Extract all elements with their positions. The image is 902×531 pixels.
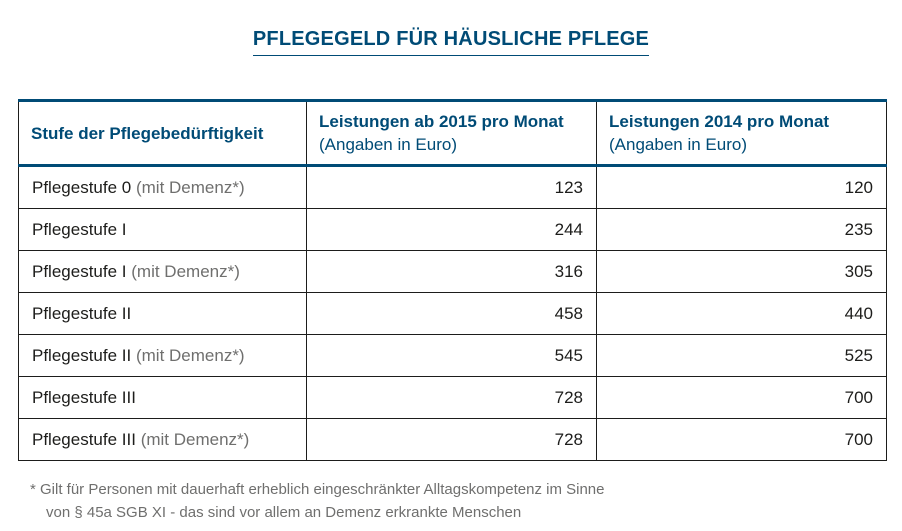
level-cell: Pflegestufe II (mit Demenz*) <box>18 334 307 377</box>
table-body: Pflegestufe 0 (mit Demenz*) 123 120 Pfle… <box>18 165 887 461</box>
value-2015: 728 <box>306 376 597 419</box>
value-2014: 305 <box>596 250 887 293</box>
level-cell: Pflegestufe I (mit Demenz*) <box>18 250 307 293</box>
table-row: Pflegestufe I (mit Demenz*) 316 305 <box>18 250 887 293</box>
value-2015: 545 <box>306 334 597 377</box>
value-2015: 458 <box>306 292 597 335</box>
header-2015: Leistungen ab 2015 pro Monat (Angaben in… <box>306 100 597 166</box>
chart-title: PFLEGEGELD FÜR HÄUSLICHE PFLEGE <box>252 28 650 56</box>
level-name: Pflegestufe III <box>32 387 136 407</box>
header-2015-unit: (Angaben in Euro) <box>319 135 457 154</box>
chart-title-wrapper: PFLEGEGELD FÜR HÄUSLICHE PFLEGE <box>0 28 902 56</box>
table-row: Pflegestufe I 244 235 <box>18 208 887 251</box>
footnote-line-2: von § 45a SGB XI - das sind vor allem an… <box>46 504 522 521</box>
level-name: Pflegestufe I <box>32 219 127 239</box>
value-2015: 728 <box>306 418 597 461</box>
level-cell: Pflegestufe III (mit Demenz*) <box>18 418 307 461</box>
value-2014: 235 <box>596 208 887 251</box>
value-2014: 440 <box>596 292 887 335</box>
level-cell: Pflegestufe III <box>18 376 307 419</box>
table-row: Pflegestufe III 728 700 <box>18 376 887 419</box>
header-level: Stufe der Pflegebedürftigkeit <box>18 100 307 166</box>
level-name: Pflegestufe II <box>32 303 132 323</box>
level-note: (mit Demenz*) <box>135 345 245 365</box>
table-row: Pflegestufe II (mit Demenz*) 545 525 <box>18 334 887 377</box>
level-name: Pflegestufe III <box>32 429 136 449</box>
value-2014: 120 <box>596 165 887 209</box>
level-cell: Pflegestufe I <box>18 208 307 251</box>
level-note: (mit Demenz*) <box>131 261 240 281</box>
value-2014: 700 <box>596 376 887 419</box>
value-2015: 244 <box>306 208 597 251</box>
header-2014-label: Leistungen 2014 pro Monat <box>609 112 830 131</box>
header-row: Stufe der Pflegebedürftigkeit Leistungen… <box>18 100 887 166</box>
header-2015-label: Leistungen ab 2015 pro Monat <box>319 112 564 131</box>
level-cell: Pflegestufe II <box>18 292 307 335</box>
level-note: (mit Demenz*) <box>135 177 245 197</box>
value-2014: 700 <box>596 418 887 461</box>
table-row: Pflegestufe III (mit Demenz*) 728 700 <box>18 418 887 461</box>
level-name: Pflegestufe II <box>32 345 132 365</box>
value-2014: 525 <box>596 334 887 377</box>
level-name: Pflegestufe 0 <box>32 177 132 197</box>
level-note: (mit Demenz*) <box>140 429 250 449</box>
benefits-table: Stufe der Pflegebedürftigkeit Leistungen… <box>18 99 887 461</box>
table-row: Pflegestufe II 458 440 <box>18 292 887 335</box>
header-level-label: Stufe der Pflegebedürftigkeit <box>31 123 264 143</box>
level-cell: Pflegestufe 0 (mit Demenz*) <box>18 165 307 209</box>
footnote: * Gilt für Personen mit dauerhaft erhebl… <box>30 478 604 524</box>
header-2014: Leistungen 2014 pro Monat (Angaben in Eu… <box>596 100 887 166</box>
level-name: Pflegestufe I <box>32 261 127 281</box>
header-2014-unit: (Angaben in Euro) <box>609 135 747 154</box>
value-2015: 123 <box>306 165 597 209</box>
table-row: Pflegestufe 0 (mit Demenz*) 123 120 <box>18 165 887 209</box>
footnote-line-1: * Gilt für Personen mit dauerhaft erhebl… <box>30 481 605 498</box>
table-header: Stufe der Pflegebedürftigkeit Leistungen… <box>18 100 887 166</box>
value-2015: 316 <box>306 250 597 293</box>
